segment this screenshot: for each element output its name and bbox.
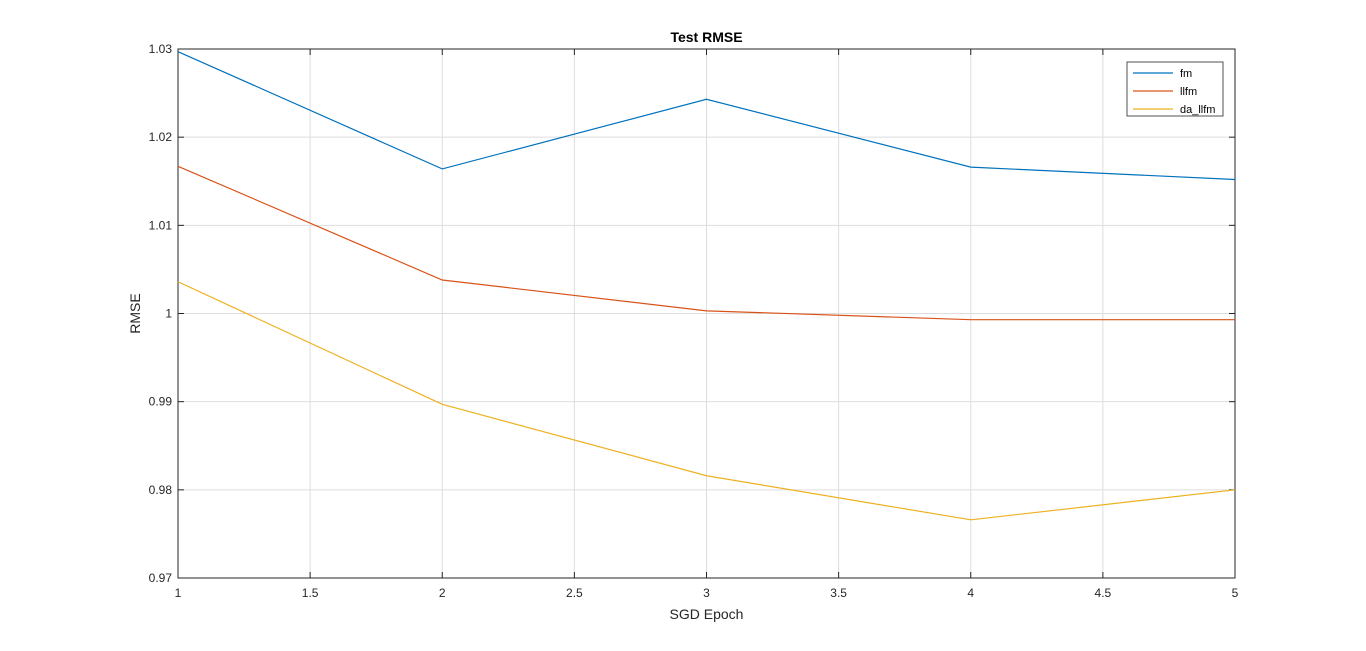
y-tick-label: 1: [165, 307, 172, 321]
y-tick-label: 1.02: [149, 130, 173, 144]
y-axis-label: RMSE: [127, 293, 143, 333]
series-line-fm: [177, 51, 1236, 181]
legend-label-da-llfm: da_llfm: [1180, 104, 1215, 116]
x-tick-label: 3: [703, 586, 710, 600]
y-tick-label: 0.97: [149, 571, 173, 585]
x-tick-label: 2.5: [566, 586, 583, 600]
y-tick-label: 0.99: [149, 395, 173, 409]
chart-title: Test RMSE: [670, 29, 742, 45]
x-tick-label: 4.5: [1095, 586, 1112, 600]
x-tick-label: 2: [439, 586, 446, 600]
y-tick-label: 1.01: [149, 218, 173, 232]
y-tick-label: 1.03: [149, 42, 173, 56]
series-lines: [177, 51, 1236, 521]
legend-box: [1126, 61, 1224, 117]
legend-label-llfm: llfm: [1180, 86, 1197, 98]
x-tick-label: 5: [1232, 586, 1239, 600]
x-tick-label: 1: [175, 586, 182, 600]
ticks: 1 1.5 2 2.5 3 3.5 4 4.5 5 0.97 0.98 0.99 1 1.01 1.02 1.…: [149, 42, 1239, 600]
legend-label-fm: fm: [1180, 68, 1192, 80]
x-tick-label: 3.5: [830, 586, 847, 600]
x-tick-label: 4: [967, 586, 974, 600]
x-axis-label: SGD Epoch: [670, 606, 744, 622]
series-line-llfm: [177, 165, 1235, 321]
x-tick-label: 1.5: [302, 586, 319, 600]
y-tick-label: 0.98: [149, 483, 173, 497]
legend: fm llfm da_llfm: [1126, 61, 1224, 117]
series-line-da-llfm: [177, 281, 1236, 521]
